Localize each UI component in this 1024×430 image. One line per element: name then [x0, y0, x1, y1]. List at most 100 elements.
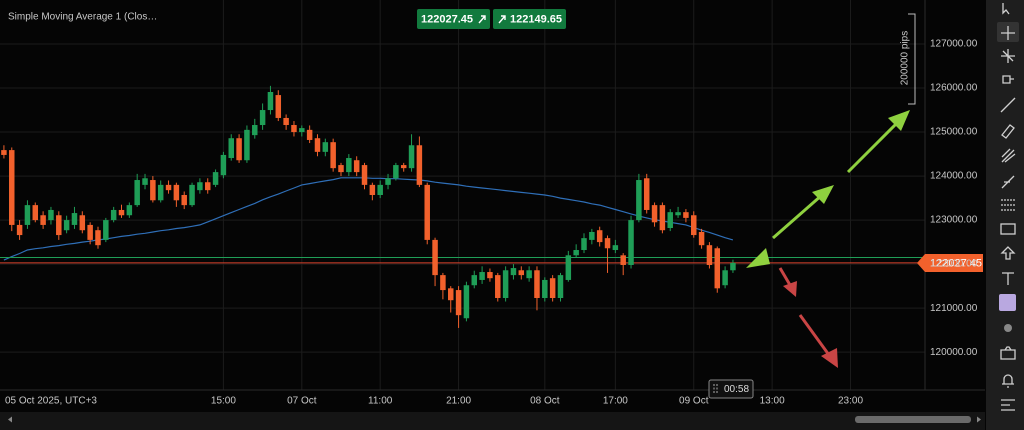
candle-body — [330, 142, 336, 169]
candle-body — [526, 270, 532, 279]
plot — [0, 85, 925, 328]
tool-color[interactable] — [999, 294, 1016, 311]
candle-body — [299, 128, 305, 133]
candle-body — [103, 220, 109, 240]
candle-body — [471, 275, 478, 286]
candle-body — [620, 255, 626, 265]
candle-body — [56, 215, 62, 236]
candle-body — [157, 184, 164, 201]
candle-body — [510, 268, 517, 276]
candle-body — [71, 213, 78, 225]
arrowhead — [888, 110, 910, 131]
candle-body — [542, 279, 548, 299]
x-tick-label: 15:00 — [211, 396, 236, 407]
candle-body — [698, 231, 705, 246]
forecast-arrows — [746, 110, 910, 368]
candle-body — [573, 250, 579, 256]
candle-body — [63, 220, 70, 231]
candle-body — [667, 212, 673, 229]
tool-fib[interactable] — [1001, 175, 1015, 189]
tool-pattern[interactable] — [1001, 199, 1015, 211]
measure-bracket — [908, 13, 916, 105]
tool-zoom[interactable] — [1002, 75, 1014, 84]
candle-body — [447, 288, 454, 301]
tool-rect[interactable] — [1000, 223, 1016, 235]
button-bg — [417, 9, 490, 29]
candle-body — [534, 270, 540, 299]
candle-body — [338, 165, 344, 173]
candle-body — [596, 230, 603, 243]
price-badge-label: 122027.45 — [930, 257, 982, 269]
candle-body — [643, 178, 650, 210]
toolbar — [986, 0, 1024, 430]
tool-brush[interactable] — [1001, 124, 1015, 139]
candle-body — [150, 180, 156, 201]
candle-body — [393, 165, 399, 179]
candle-body — [173, 184, 180, 201]
candle-body — [549, 278, 556, 299]
legend: Simple Moving Average 1 (Clos… — [8, 12, 157, 23]
candle-body — [16, 224, 23, 236]
candle-body — [440, 275, 446, 291]
candle-body — [722, 270, 728, 286]
button-bg — [493, 9, 566, 29]
y-tick-label: 122000.00 — [930, 259, 978, 270]
arrowhead — [812, 185, 834, 204]
candle-body — [259, 110, 266, 126]
tool-measure[interactable] — [1001, 49, 1015, 63]
tool-cursor[interactable] — [1002, 3, 1010, 15]
candle-body — [369, 184, 376, 195]
button-price: 122027.45 — [421, 13, 473, 25]
candle-body — [134, 180, 140, 206]
measure-label: 200000 pips — [900, 31, 911, 86]
candle-body — [377, 184, 383, 195]
y-tick-label: 120000.00 — [930, 347, 978, 358]
arrowhead — [746, 248, 770, 268]
y-tick-label: 126000.00 — [930, 83, 978, 94]
tool-alert[interactable] — [1002, 374, 1014, 388]
candle-body — [589, 231, 595, 240]
tool-list[interactable] — [1001, 399, 1015, 411]
candle-body — [252, 125, 258, 136]
candle-body — [32, 205, 39, 221]
candle-body — [220, 154, 227, 176]
x-tick-label: 11:00 — [368, 396, 393, 407]
x-tick-label: 08 Oct — [530, 396, 560, 407]
arrowhead — [821, 348, 838, 368]
scrollbar-thumb[interactable] — [855, 416, 971, 423]
tool-arrow[interactable] — [1000, 246, 1016, 260]
candle-body — [581, 238, 587, 251]
tool-camera[interactable] — [1000, 346, 1016, 360]
tool-line[interactable] — [1000, 97, 1016, 113]
candle-body — [706, 245, 713, 265]
candle-body — [197, 182, 203, 191]
candle-body — [346, 158, 352, 173]
y-tick-label: 125000.00 — [930, 127, 978, 138]
candle-body — [416, 145, 423, 185]
candle-body — [9, 150, 15, 225]
candle-body — [651, 205, 658, 223]
candle-body — [518, 270, 525, 276]
arrowhead — [783, 281, 797, 297]
candle-body — [24, 205, 31, 225]
candle-body — [636, 180, 642, 221]
candle-body — [604, 238, 611, 249]
candle-body — [432, 239, 438, 276]
candle-body — [267, 91, 274, 111]
scrollbar-track — [0, 412, 985, 430]
x-tick-label: 23:00 — [838, 396, 863, 407]
candle-body — [714, 248, 721, 289]
tool-crosshair[interactable] — [1001, 26, 1015, 40]
y-tick-label: 124000.00 — [930, 171, 978, 182]
buy-button[interactable]: 122149.65 — [493, 9, 566, 29]
candle-body — [455, 290, 462, 316]
tool-dot[interactable] — [1004, 324, 1012, 332]
candle-body — [236, 138, 242, 161]
x-tick-label: 21:00 — [446, 396, 471, 407]
arrow — [778, 267, 792, 286]
sell-button[interactable]: 122027.45 — [417, 9, 490, 29]
tool-channel[interactable] — [1001, 148, 1016, 163]
tool-text[interactable] — [1002, 272, 1014, 285]
